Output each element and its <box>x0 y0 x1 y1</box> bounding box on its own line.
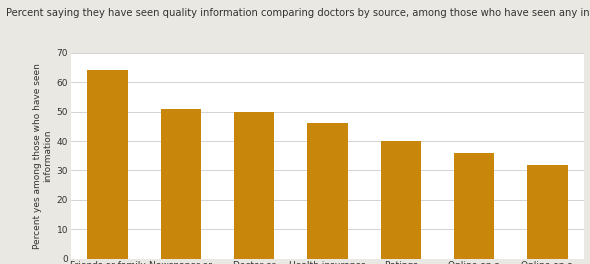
Bar <box>87 70 127 259</box>
Bar <box>234 112 274 259</box>
Bar <box>381 141 421 259</box>
Bar <box>307 123 348 259</box>
Bar <box>527 164 568 259</box>
Bar <box>160 109 201 259</box>
Bar <box>454 153 494 259</box>
Y-axis label: Percent yes among those who have seen
information: Percent yes among those who have seen in… <box>33 63 53 249</box>
Text: Percent saying they have seen quality information comparing doctors by source, a: Percent saying they have seen quality in… <box>6 8 590 18</box>
